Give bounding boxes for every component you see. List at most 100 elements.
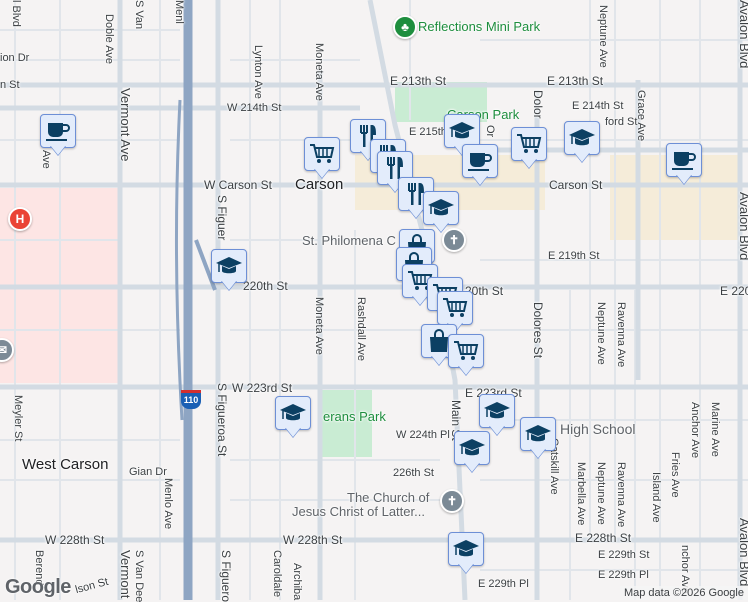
veterans-park-area <box>320 390 372 457</box>
poi-label[interactable]: The Church of <box>347 490 430 505</box>
school-marker[interactable] <box>520 417 556 459</box>
school-icon <box>454 431 490 465</box>
city-label: West Carson <box>22 456 109 473</box>
coffee-icon <box>666 143 702 177</box>
street-label: Anchor Ave <box>689 402 701 459</box>
school-icon <box>520 417 556 451</box>
street-label: Menl <box>173 0 185 24</box>
school-icon <box>423 191 459 225</box>
school-marker[interactable] <box>448 532 484 574</box>
street-label: W 224th Pl <box>396 429 450 441</box>
church-cross-icon[interactable]: ✝ <box>442 228 466 252</box>
street-label: Fries Ave <box>669 452 681 498</box>
coffee-icon <box>40 114 76 148</box>
street-label: E 213th St <box>547 74 604 88</box>
poi-label[interactable]: Jesus Christ of Latter... <box>292 504 425 519</box>
park-label[interactable]: Reflections Mini Park <box>418 19 541 34</box>
street-label: Meyler St <box>12 395 24 442</box>
marker-pointer <box>521 158 537 168</box>
cart-marker[interactable] <box>448 334 484 376</box>
school-icon <box>444 114 480 148</box>
street-label: ford St <box>605 116 638 128</box>
street-label: Moneta Ave <box>313 43 325 101</box>
street-label: Archiba <box>291 563 303 601</box>
interstate-110 <box>174 0 217 600</box>
street-label: 20th St <box>465 284 504 298</box>
street-label: Neptune Ave <box>597 5 609 68</box>
street-label: S Van <box>133 0 145 30</box>
street-label: Neptune Ave <box>595 462 607 525</box>
street-label: l Blvd <box>10 0 22 27</box>
school-marker[interactable] <box>564 121 600 163</box>
school-marker[interactable] <box>479 394 515 436</box>
street-label: E 229th Pl <box>478 578 529 590</box>
street-label: Carson St <box>549 178 603 192</box>
poi-label[interactable]: High School <box>560 421 636 437</box>
cart-marker[interactable] <box>511 127 547 169</box>
school-marker[interactable] <box>275 396 311 438</box>
street-label: ion Dr <box>0 52 30 64</box>
marker-pointer <box>676 174 692 184</box>
park-tree-icon[interactable]: ♣ <box>393 15 417 39</box>
city-label: Carson <box>295 176 344 193</box>
street-label: W 223rd St <box>232 381 293 395</box>
street-label: 226th St <box>393 467 434 479</box>
marker-pointer <box>360 150 376 160</box>
coffee-marker[interactable] <box>40 114 76 156</box>
street-label: W 214th St <box>227 102 282 114</box>
coffee-marker[interactable] <box>666 143 702 185</box>
cart-marker[interactable] <box>304 137 340 179</box>
street-label: Lynton Ave <box>252 45 264 99</box>
school-marker[interactable] <box>454 431 490 473</box>
marker-pointer <box>574 152 590 162</box>
street-label: Avalon Blvd <box>737 192 748 261</box>
street-label: 220th St <box>243 279 288 293</box>
church-cross-icon[interactable]: ✝ <box>440 489 464 513</box>
marker-pointer <box>221 280 237 290</box>
marker-pointer <box>285 427 301 437</box>
cart-icon <box>437 291 473 325</box>
cart-marker[interactable] <box>437 291 473 333</box>
interstate-110-shield: 110 <box>181 390 201 409</box>
street-label: E 229th Pl <box>598 569 649 581</box>
street-label: W Carson St <box>204 178 273 192</box>
marker-pointer <box>431 355 447 365</box>
street-label: Doble Ave <box>103 14 115 64</box>
street-label: Ravenna Ave <box>615 462 627 528</box>
marker-pointer <box>314 168 330 178</box>
marker-pointer <box>472 175 488 185</box>
street-label: Gian Dr <box>129 466 167 478</box>
coffee-icon <box>462 144 498 178</box>
marker-pointer <box>433 222 449 232</box>
school-marker[interactable] <box>211 249 247 291</box>
school-icon <box>479 394 515 428</box>
cart-icon <box>511 127 547 161</box>
street-label: S Figuer <box>215 195 229 241</box>
school-marker[interactable] <box>423 191 459 233</box>
school-icon <box>211 249 247 283</box>
marker-pointer <box>489 425 505 435</box>
google-logo: Google <box>5 576 71 598</box>
coffee-marker[interactable] <box>462 144 498 186</box>
street-label: Menlo Ave <box>162 478 174 530</box>
marker-pointer <box>412 295 428 305</box>
map-attribution[interactable]: Map data ©2026 Google <box>619 586 748 600</box>
street-label: Ravenna Ave <box>615 302 627 368</box>
poi-label[interactable]: St. Philomena C <box>302 233 396 248</box>
street-label: W 228th St <box>283 533 343 547</box>
marker-pointer <box>408 208 424 218</box>
school-icon <box>275 396 311 430</box>
park-label[interactable]: erans Park <box>323 409 386 424</box>
street-label: Dolor <box>531 90 545 119</box>
hospital-icon[interactable]: H <box>8 207 32 231</box>
street-label: E 214th St <box>572 100 624 112</box>
street-label: E 213th St <box>390 74 447 88</box>
street-label: S Van Dee <box>133 550 145 602</box>
street-label: Vermont <box>118 550 133 599</box>
cart-icon <box>448 334 484 368</box>
street-label: Marbella Ave <box>575 462 587 526</box>
marker-pointer <box>50 145 66 155</box>
street-label: S Figuero <box>219 550 233 602</box>
street-label: Neptune Ave <box>595 302 607 365</box>
